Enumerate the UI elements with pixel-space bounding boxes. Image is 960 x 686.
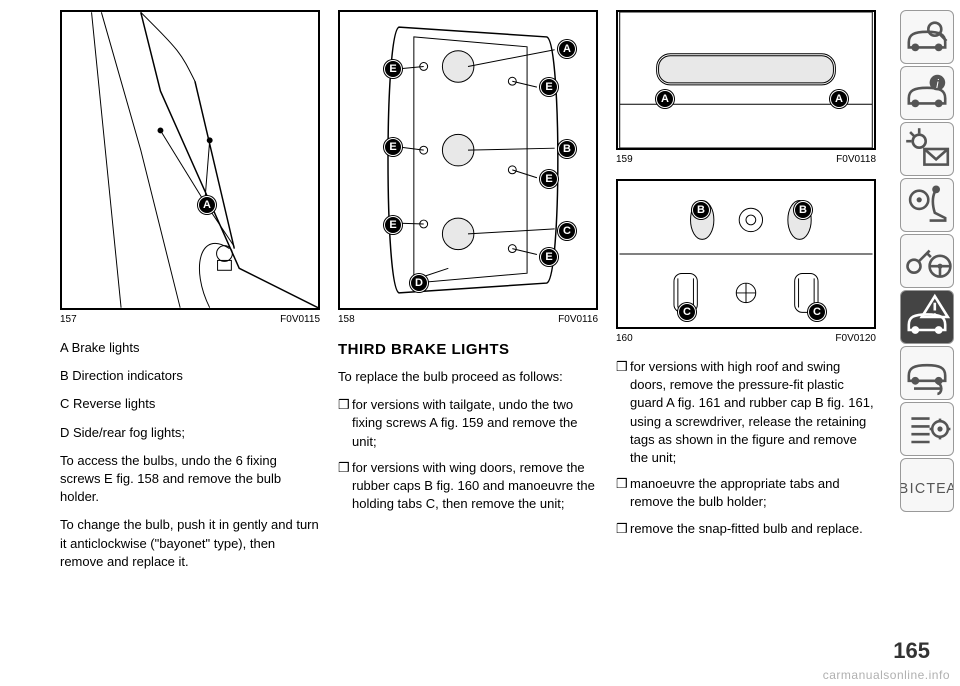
figure-159: A A — [616, 10, 876, 150]
badge-e: E — [540, 248, 558, 266]
col3-li2: manoeuvre the appropriate tabs and remov… — [616, 475, 876, 511]
badge-a: A — [830, 90, 848, 108]
sidebar-car-info-icon[interactable]: i — [900, 66, 954, 120]
figure-code: F0V0116 — [558, 314, 598, 325]
figure-num: 158 — [338, 314, 355, 325]
figure-158-caption: 158 F0V0116 — [338, 314, 598, 325]
badge-e: E — [540, 78, 558, 96]
page-number: 165 — [893, 638, 930, 664]
badge-a: A — [558, 40, 576, 58]
badge-b: B — [558, 140, 576, 158]
col3-li3: remove the snap-fitted bulb and replace. — [616, 520, 876, 538]
sidebar-light-envelope-icon[interactable] — [900, 122, 954, 176]
col2-intro: To replace the bulb proceed as follows: — [338, 368, 598, 386]
figure-157: A — [60, 10, 320, 310]
badge-a: A — [198, 196, 216, 214]
sidebar-airbag-seat-icon[interactable] — [900, 178, 954, 232]
column-3: A A 159 F0V0118 — [616, 10, 876, 630]
legend-d: D Side/rear fog lights; — [60, 424, 320, 442]
badge-e: E — [384, 60, 402, 78]
col3-text: for versions with high roof and swing do… — [616, 358, 876, 546]
col1-p2: To change the bulb, push it in gently an… — [60, 516, 320, 571]
badge-e: E — [384, 216, 402, 234]
sidebar-car-search-icon[interactable] — [900, 10, 954, 64]
badge-a: A — [656, 90, 674, 108]
badge-e: E — [384, 138, 402, 156]
heading-third-brake: THIRD BRAKE LIGHTS — [338, 339, 598, 360]
sidebar-index-icon[interactable]: Z B I C T E A D — [900, 458, 954, 512]
legend-c: C Reverse lights — [60, 395, 320, 413]
column-2: A B C D E E E E E E 158 F0V0116 THIRD BR… — [338, 10, 598, 630]
figure-num: 160 — [616, 333, 633, 344]
svg-text:Z B I C T E A D: Z B I C T E A D — [901, 481, 953, 497]
column-1: A 157 F0V0115 A Brake lights B Direction… — [60, 10, 320, 630]
figure-num: 159 — [616, 154, 633, 165]
figure-158: A B C D E E E E E E — [338, 10, 598, 310]
badge-c: C — [808, 303, 826, 321]
watermark: carmanualsonline.info — [823, 668, 950, 682]
sidebar-list-gear-icon[interactable] — [900, 402, 954, 456]
legend-b: B Direction indicators — [60, 367, 320, 385]
badge-b: B — [692, 201, 710, 219]
sidebar-nav: i Z B I C T E A D — [900, 10, 954, 630]
legend-a: A Brake lights — [60, 339, 320, 357]
figure-159-caption: 159 F0V0118 — [616, 154, 876, 165]
figure-157-caption: 157 F0V0115 — [60, 314, 320, 325]
figure-code: F0V0120 — [835, 333, 876, 344]
sidebar-car-wrench-icon[interactable] — [900, 346, 954, 400]
figure-160-caption: 160 F0V0120 — [616, 333, 876, 344]
col1-p1: To access the bulbs, undo the 6 fixing s… — [60, 452, 320, 507]
col3-li1: for versions with high roof and swing do… — [616, 358, 876, 467]
sidebar-car-warning-icon[interactable] — [900, 290, 954, 344]
figure-num: 157 — [60, 314, 77, 325]
col2-li2: for versions with wing doors, remove the… — [338, 459, 598, 514]
figure-160: B B C C — [616, 179, 876, 329]
figure-code: F0V0115 — [280, 314, 320, 325]
svg-text:i: i — [936, 78, 939, 91]
col2-text: THIRD BRAKE LIGHTS To replace the bulb p… — [338, 339, 598, 521]
badge-c: C — [558, 222, 576, 240]
badge-b: B — [794, 201, 812, 219]
col2-li1: for versions with tailgate, undo the two… — [338, 396, 598, 451]
badge-d: D — [410, 274, 428, 292]
figure-code: F0V0118 — [836, 154, 876, 165]
col1-text: A Brake lights B Direction indicators C … — [60, 339, 320, 581]
badge-e: E — [540, 170, 558, 188]
sidebar-key-wheel-icon[interactable] — [900, 234, 954, 288]
badge-c: C — [678, 303, 696, 321]
